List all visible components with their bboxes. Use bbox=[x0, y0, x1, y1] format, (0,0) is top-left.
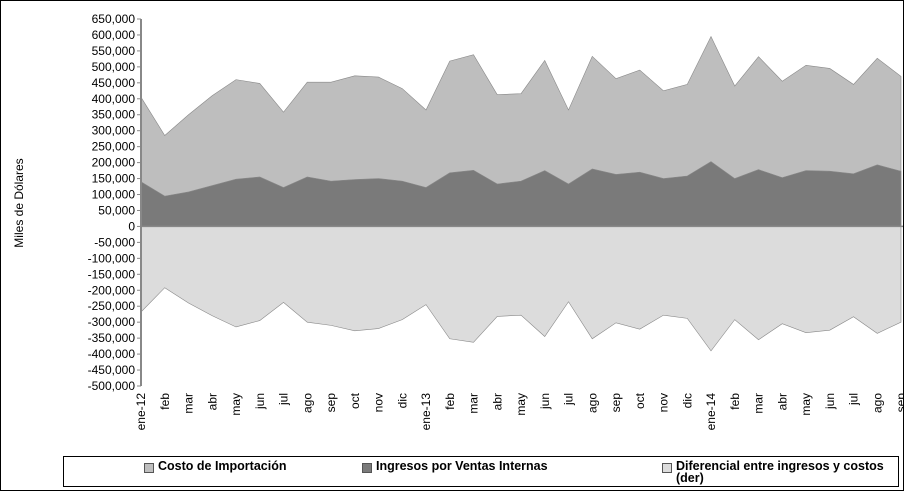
x-tick-label: oct bbox=[633, 392, 647, 409]
x-tick-label: ene-14 bbox=[704, 393, 718, 431]
y-tick-label: 50,000 bbox=[98, 203, 135, 217]
y-tick-label: 650,000 bbox=[92, 12, 136, 26]
legend-item: Ingresos por Ventas Internas bbox=[362, 460, 642, 473]
legend-label: Diferencial entre ingresos y costos (der… bbox=[676, 459, 884, 485]
x-tick-label: abr bbox=[775, 393, 789, 410]
x-tick-label: oct bbox=[348, 392, 362, 409]
x-tick-label: sep bbox=[609, 393, 623, 413]
y-tick-label: -50,000 bbox=[94, 235, 135, 249]
x-tick-label: jun bbox=[823, 393, 837, 410]
x-tick-label: jul bbox=[277, 393, 291, 406]
y-tick-label: 600,000 bbox=[92, 28, 136, 42]
y-tick-label: 500,000 bbox=[92, 60, 136, 74]
x-tick-label: nov bbox=[372, 393, 386, 412]
x-tick-label: abr bbox=[205, 393, 219, 410]
x-tick-label: dic bbox=[680, 393, 694, 408]
plot: Miles de Dólares -500,000 -450,000 -400,00… bbox=[12, 12, 903, 431]
x-tick-label: mar bbox=[752, 393, 766, 414]
x-tick-label: ago bbox=[870, 393, 884, 413]
legend-item: Costo de Importación bbox=[144, 460, 344, 473]
y-tick-label: -200,000 bbox=[88, 283, 136, 297]
legend-swatch bbox=[144, 463, 154, 473]
x-tick-label: may bbox=[799, 393, 813, 416]
y-tick-label: 400,000 bbox=[92, 92, 136, 106]
x-tick-label: ene-13 bbox=[419, 393, 433, 431]
legend-label: Ingresos por Ventas Internas bbox=[376, 459, 548, 473]
y-tick-label: 350,000 bbox=[92, 108, 136, 122]
x-tick-label: jul bbox=[847, 393, 861, 406]
y-tick-label: -400,000 bbox=[88, 347, 136, 361]
y-axis-label: Miles de Dólares bbox=[12, 158, 26, 247]
x-tick-label: feb bbox=[443, 393, 457, 410]
y-tick-label: 200,000 bbox=[92, 156, 136, 170]
x-tick-label: jun bbox=[538, 393, 552, 410]
legend-swatch bbox=[362, 463, 372, 473]
x-tick-label: nov bbox=[657, 393, 671, 412]
x-tick-label: ago bbox=[300, 393, 314, 413]
y-tick-label: 150,000 bbox=[92, 172, 136, 186]
area bbox=[140, 161, 902, 227]
y-tick-label: 250,000 bbox=[92, 140, 136, 154]
area bbox=[140, 226, 902, 352]
y-tick-label: -350,000 bbox=[88, 331, 136, 345]
legend-label: Costo de Importación bbox=[158, 459, 287, 473]
x-tick-label: may bbox=[229, 393, 243, 416]
x-tick-label: sep bbox=[894, 393, 903, 413]
x-tick-label: ago bbox=[585, 393, 599, 413]
y-tick-label: -250,000 bbox=[88, 299, 136, 313]
y-tick-label: 450,000 bbox=[92, 76, 136, 90]
x-tick-label: jul bbox=[562, 393, 576, 406]
y-tick-label: -300,000 bbox=[88, 315, 136, 329]
x-tick-label: feb bbox=[158, 393, 172, 410]
x-tick-label: dic bbox=[395, 393, 409, 408]
x-tick-label: feb bbox=[728, 393, 742, 410]
y-tick-label: 0 bbox=[128, 219, 135, 233]
legend-item: Diferencial entre ingresos y costos (der… bbox=[662, 460, 892, 484]
x-tick-label: may bbox=[514, 393, 528, 416]
x-tick-label: mar bbox=[182, 393, 196, 414]
y-tick-label: 550,000 bbox=[92, 44, 136, 58]
y-tick-label: 100,000 bbox=[92, 188, 136, 202]
y-tick-label: -150,000 bbox=[88, 267, 136, 281]
legend: Costo de Importación Ingresos por Ventas … bbox=[63, 456, 899, 487]
y-tick-label: 300,000 bbox=[92, 124, 136, 138]
x-tick-label: ene-12 bbox=[134, 393, 148, 431]
legend-swatch bbox=[662, 463, 672, 473]
x-tick-label: mar bbox=[467, 393, 481, 414]
y-tick-label: -500,000 bbox=[88, 379, 136, 393]
x-tick-label: abr bbox=[490, 393, 504, 410]
y-tick-label: -100,000 bbox=[88, 251, 136, 265]
y-tick-label: -450,000 bbox=[88, 363, 136, 377]
x-tick-label: sep bbox=[324, 393, 338, 413]
x-tick-label: jun bbox=[253, 393, 267, 410]
